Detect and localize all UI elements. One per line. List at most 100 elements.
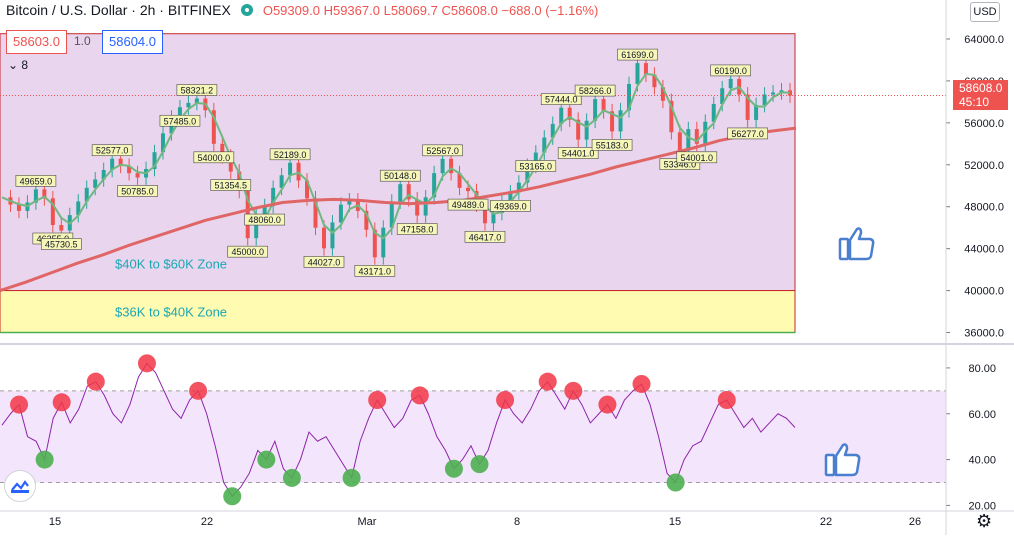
candle-body [601, 99, 606, 112]
candle-body [525, 165, 530, 183]
price-marker-box [41, 238, 82, 250]
time-tick-label: 15 [49, 516, 61, 528]
price-marker-box [591, 139, 633, 151]
price-marker-label: 44027.0 [308, 257, 341, 267]
candle-body [567, 107, 572, 120]
price-marker-box [227, 245, 269, 258]
candle-body [220, 143, 225, 157]
oversold-marker [666, 473, 685, 492]
candle-body [16, 204, 21, 211]
time-tick-label: 22 [820, 516, 832, 528]
candle-body [779, 90, 784, 93]
price-marker-label: 45730.5 [45, 240, 78, 250]
candle-body [771, 92, 776, 95]
candle-body [338, 204, 343, 223]
overbought-marker [137, 354, 156, 373]
candle-body [406, 184, 411, 200]
time-tick-label: 26 [909, 516, 921, 528]
oversold-marker [342, 468, 361, 487]
open-value: O59309.0 [262, 2, 320, 18]
price-marker-label: 52577.0 [96, 146, 129, 156]
candle-body [432, 173, 437, 198]
buy-button[interactable]: 58604.0 [102, 30, 163, 54]
price-marker-box [617, 48, 658, 61]
overbought-marker [496, 391, 515, 409]
tradingview-logo-icon[interactable] [4, 470, 36, 502]
price-marker-box [210, 179, 252, 191]
price-tick-label: 44000.0 [964, 244, 1004, 256]
price-marker-label: 51354.5 [215, 181, 248, 191]
fast-moving-average-line [1, 72, 791, 240]
overbought-marker [598, 395, 617, 414]
price-marker-label: 50785.0 [121, 187, 154, 197]
slow-moving-average-line [0, 126, 797, 293]
price-marker-box [176, 84, 218, 96]
gear-icon[interactable]: ⚙ [976, 511, 993, 531]
price-marker-box [515, 160, 557, 172]
candle-body [305, 180, 310, 199]
candle-body [745, 94, 750, 120]
candle-body [177, 107, 182, 118]
price-marker-label: 54401.0 [562, 149, 595, 159]
candle-body [118, 158, 123, 166]
change-value: −688.0 (−1.16%) [501, 2, 599, 18]
candle-body [449, 158, 454, 174]
last-price-label: 58608.0 45:10 [953, 80, 1008, 110]
overbought-marker [10, 395, 29, 414]
price-marker-label: 53165.0 [520, 162, 553, 172]
price-marker-box [354, 265, 396, 277]
candle-body [330, 222, 335, 249]
candle-body [694, 129, 699, 144]
candle-body [288, 162, 293, 176]
candle-body [135, 173, 140, 178]
candle-body [228, 156, 233, 172]
price-tick-label: 40000.0 [964, 286, 1004, 298]
candle-body [457, 173, 462, 188]
candle-body [254, 214, 259, 239]
thumbs-up-icon [838, 227, 875, 261]
price-marker-box [269, 148, 311, 161]
candle-body [466, 187, 471, 192]
zone-40k-60k-label: $40K to $60K Zone [115, 257, 227, 272]
symbol-title[interactable]: Bitcoin / U.S. Dollar · 2h · BITFINEX [6, 2, 231, 18]
price-marker-label: 54001.0 [681, 153, 714, 163]
candle-body [84, 187, 89, 202]
candle-body [618, 110, 623, 132]
symbol-header: Bitcoin / U.S. Dollar · 2h · BITFINEX O5… [6, 2, 598, 18]
price-marker-label: 54000.0 [198, 153, 231, 163]
candle-body [381, 227, 386, 258]
candle-body [711, 103, 716, 122]
candle-body [127, 165, 132, 174]
candle-body [415, 199, 420, 216]
collapse-legend-button[interactable]: ⌄ 8 [8, 58, 28, 72]
currency-button[interactable]: USD [970, 2, 1000, 22]
oversold-marker [470, 455, 489, 474]
price-marker-box [15, 175, 57, 187]
price-marker-box [490, 200, 531, 212]
overbought-marker [52, 393, 71, 412]
candle-body [508, 192, 513, 201]
price-marker-box [464, 231, 506, 243]
candle-body [423, 197, 428, 216]
sell-button[interactable]: 58603.0 [6, 30, 67, 54]
high-value: H59367.0 [323, 2, 380, 18]
candle-body [643, 63, 648, 75]
candle-body [321, 227, 326, 249]
candle-body [271, 187, 276, 207]
candle-body [677, 132, 682, 151]
candle-body [559, 107, 564, 124]
oversold-marker [282, 468, 301, 487]
time-tick-label: 8 [514, 516, 520, 528]
overbought-marker [189, 381, 208, 400]
time-tick-label: 15 [669, 516, 681, 528]
candle-body [262, 206, 267, 215]
price-marker-label: 52567.0 [426, 146, 459, 156]
price-marker-label: 45000.0 [231, 247, 264, 257]
candle-body [160, 133, 165, 153]
price-marker-label: 46417.0 [469, 232, 502, 242]
thumbs-up-icon [824, 443, 861, 477]
rsi-tick-label: 20.00 [968, 500, 996, 512]
price-marker-label: 52189.0 [274, 150, 307, 160]
